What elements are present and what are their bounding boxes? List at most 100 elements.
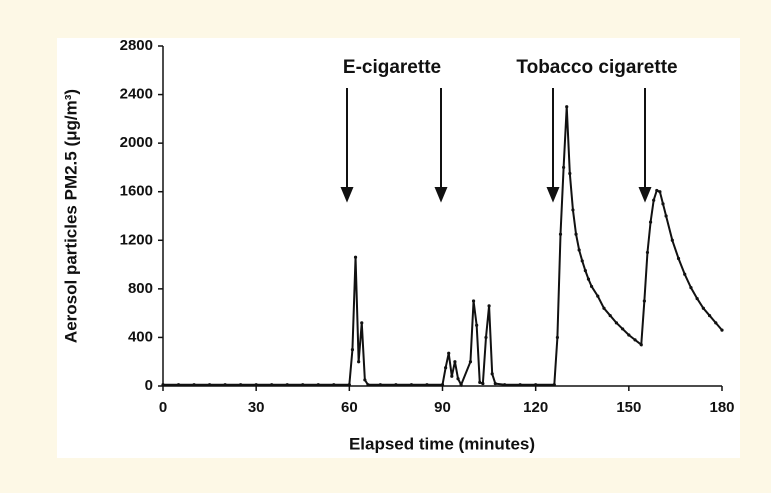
data-point [447, 351, 451, 355]
data-point [695, 296, 699, 301]
data-point [176, 383, 181, 387]
data-point [655, 188, 659, 193]
data-point [676, 256, 681, 261]
data-point [571, 208, 575, 212]
data-point [409, 383, 414, 387]
data-point [450, 374, 454, 378]
data-point [589, 284, 594, 289]
panel [57, 38, 740, 458]
x-tick-label: 180 [709, 399, 734, 416]
data-point [254, 383, 258, 387]
data-point [487, 304, 491, 308]
data-point [580, 259, 584, 263]
y-tick-label: 1600 [120, 183, 153, 200]
data-point [652, 198, 656, 202]
data-point [558, 232, 563, 236]
data-point [661, 202, 665, 206]
y-axis-label: Aerosol particles PM2.5 (μg/m³) [61, 89, 80, 343]
data-point [720, 328, 724, 332]
x-tick-label: 90 [434, 399, 451, 416]
data-point [658, 190, 662, 194]
x-tick-label: 0 [159, 399, 167, 416]
data-point [363, 378, 367, 382]
data-point [332, 383, 336, 387]
data-point [440, 383, 445, 387]
data-point [683, 272, 687, 276]
data-point [648, 220, 653, 224]
data-point [568, 171, 572, 176]
data-point [503, 383, 507, 387]
y-tick-label: 2800 [120, 37, 153, 54]
data-point [574, 232, 578, 236]
data-point [456, 377, 460, 381]
data-point [425, 383, 429, 387]
data-point [670, 238, 674, 242]
data-point [562, 165, 566, 170]
data-point [207, 383, 212, 387]
data-point [490, 372, 494, 376]
y-tick-label: 0 [145, 377, 153, 394]
data-point [453, 360, 457, 364]
data-point [518, 383, 522, 387]
data-point [608, 313, 612, 318]
data-point [701, 306, 705, 310]
data-point [239, 383, 243, 387]
data-point [707, 313, 712, 318]
data-point [270, 383, 274, 387]
data-point [534, 383, 538, 387]
x-tick-label: 30 [248, 399, 265, 416]
data-point [394, 383, 398, 387]
x-tick-label: 120 [523, 399, 548, 416]
y-tick-label: 1200 [120, 231, 153, 248]
data-point [347, 383, 351, 387]
data-point [357, 360, 361, 364]
arrows [340, 88, 652, 203]
x-axis-label: Elapsed time (minutes) [349, 434, 535, 453]
data-point [689, 286, 693, 290]
data-point [475, 323, 479, 327]
data-point [642, 299, 646, 303]
data-point [350, 347, 355, 352]
data-point [645, 250, 650, 255]
data-point [316, 383, 320, 387]
data-point [639, 343, 643, 347]
x-tick-label: 60 [341, 399, 358, 416]
data-point [633, 338, 637, 342]
data-point [301, 383, 305, 387]
data-point [664, 214, 668, 218]
data-point [378, 383, 382, 387]
data-point [621, 327, 625, 331]
data-point [586, 277, 591, 281]
data-point [468, 360, 473, 364]
annotation: E-cigarette [343, 57, 441, 78]
data-point [459, 383, 463, 387]
data-point [484, 335, 488, 340]
x-tick-label: 150 [616, 399, 641, 416]
data-point [161, 383, 165, 387]
data-point [493, 381, 497, 386]
data-point [478, 380, 482, 384]
data-point [223, 383, 227, 387]
data-point [360, 321, 364, 325]
data-point [627, 333, 631, 337]
data-point [714, 321, 718, 325]
data-point [353, 255, 358, 259]
data-point [565, 105, 569, 109]
data-point [555, 335, 560, 340]
data-point [577, 248, 581, 252]
data-point [444, 366, 448, 370]
annotation: Tobacco cigarette [516, 57, 677, 78]
data-point [552, 383, 556, 387]
data-line [163, 106, 723, 388]
data-point [285, 383, 289, 387]
data-point [366, 383, 370, 387]
data-point [192, 383, 196, 387]
y-tick-label: 2000 [120, 134, 153, 151]
data-point [471, 299, 476, 303]
y-tick-label: 400 [128, 328, 153, 345]
y-tick-label: 2400 [120, 86, 153, 103]
data-point [596, 294, 600, 298]
data-point [614, 321, 619, 325]
data-point [583, 269, 587, 273]
